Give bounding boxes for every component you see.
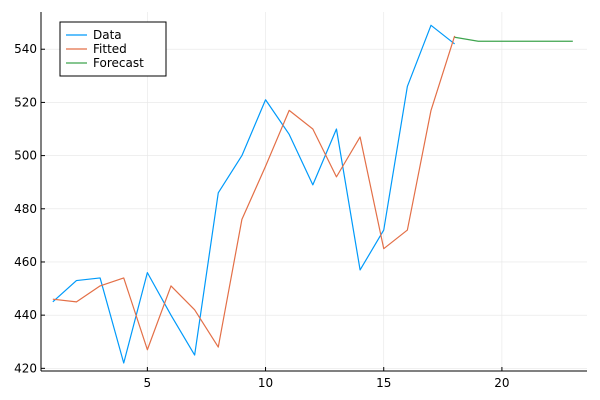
x-tick-label: 5 xyxy=(144,376,152,390)
legend-label-fitted: Fitted xyxy=(93,42,127,56)
y-tick-label: 480 xyxy=(14,202,37,216)
y-tick-label: 460 xyxy=(14,255,37,269)
y-tick-label: 500 xyxy=(14,149,37,163)
series-line-fitted xyxy=(52,35,456,351)
series-line-data xyxy=(52,24,456,364)
y-tick-label: 440 xyxy=(14,308,37,322)
y-tick-label: 420 xyxy=(14,361,37,375)
axes: 5 10 15 20 420 440 460 480 500 520 540 xyxy=(14,12,587,390)
series-line-forecast xyxy=(454,36,573,42)
x-tick-label: 20 xyxy=(494,376,509,390)
y-tick-label: 520 xyxy=(14,95,37,109)
x-tick-label: 10 xyxy=(258,376,273,390)
series-layer xyxy=(52,24,573,364)
y-tick-label: 540 xyxy=(14,42,37,56)
legend-label-forecast: Forecast xyxy=(93,56,144,70)
x-tick-label: 15 xyxy=(376,376,391,390)
legend-label-data: Data xyxy=(93,28,122,42)
